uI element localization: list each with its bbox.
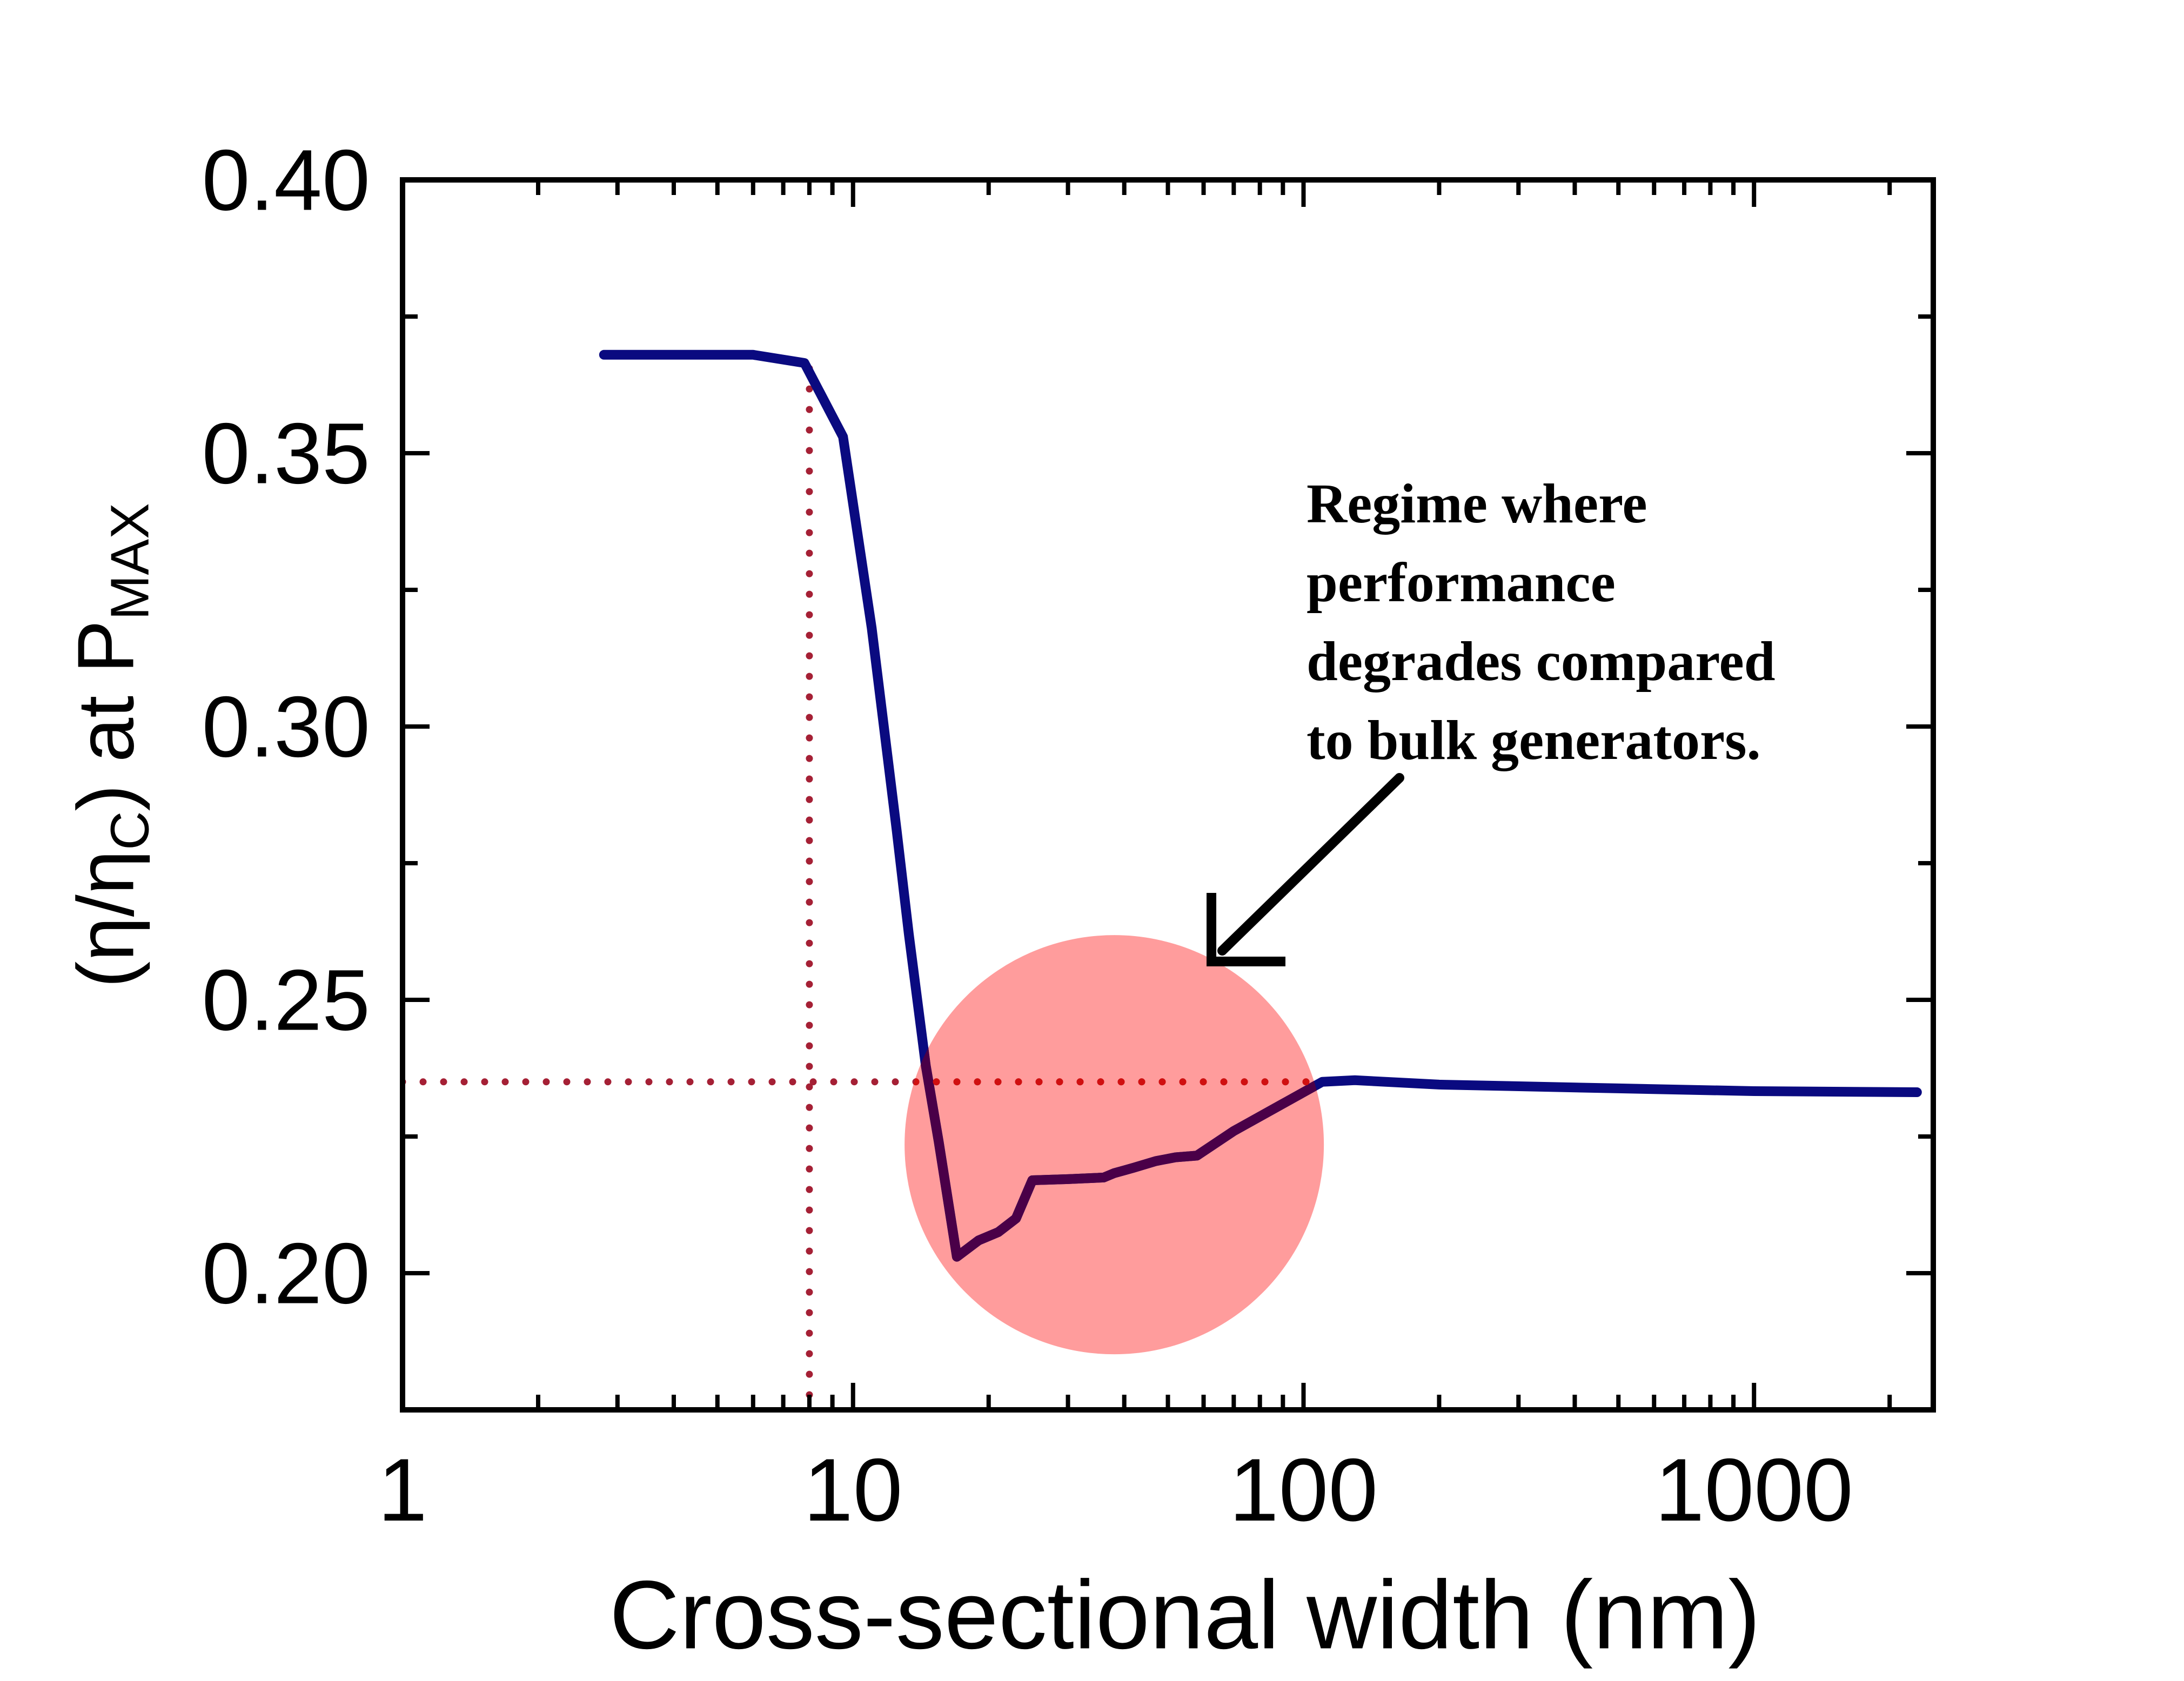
x-tick-label: 100 — [1229, 1440, 1378, 1539]
annotation-line: degrades compared — [1307, 630, 1776, 692]
y-axis-label: (η/ηC) at PMAX — [61, 503, 162, 988]
y-axis-label-sub2: MAX — [99, 503, 160, 620]
annotation-text: Regime where performance degrades compar… — [1307, 465, 1987, 780]
annotation-arrow-shaft — [1217, 773, 1404, 956]
y-axis-label-middle: ) at P — [61, 620, 151, 811]
x-tick-label: 1000 — [1655, 1440, 1853, 1539]
y-axis-label-sub1: C — [99, 811, 160, 850]
x-tick-label: 1 — [378, 1440, 427, 1539]
highlight-circle-layer — [905, 935, 1324, 1355]
annotation-arrow-head — [1207, 893, 1285, 966]
annotation-line: Regime where — [1307, 473, 1647, 535]
y-tick-label: 0.35 — [202, 405, 370, 502]
x-axis-label: Cross-sectional width (nm) — [609, 1561, 1761, 1670]
y-tick-label: 0.30 — [202, 678, 370, 775]
annotation-arrow-layer — [1207, 773, 1404, 966]
series-line-overlay — [905, 935, 1324, 1262]
annotation-line: performance — [1307, 552, 1616, 614]
overlay-layer — [905, 935, 1324, 1262]
highlight-circle — [905, 935, 1324, 1355]
y-axis-label-prefix: (η/η — [61, 850, 151, 988]
y-tick-label: 0.40 — [202, 132, 370, 228]
x-tick-label: 10 — [803, 1440, 903, 1539]
series-overlay-group — [905, 935, 1324, 1262]
y-tick-label: 0.20 — [202, 1225, 370, 1322]
y-axis-label-wrap: (η/ηC) at PMAX — [0, 0, 216, 1681]
annotation-line: to bulk generators. — [1307, 709, 1761, 771]
y-tick-label: 0.25 — [202, 952, 370, 1048]
tick-labels-layer: 0.20 0.25 0.30 0.35 0.40 1 10 100 1000 — [202, 132, 1853, 1540]
axes-layer — [400, 177, 1936, 1413]
